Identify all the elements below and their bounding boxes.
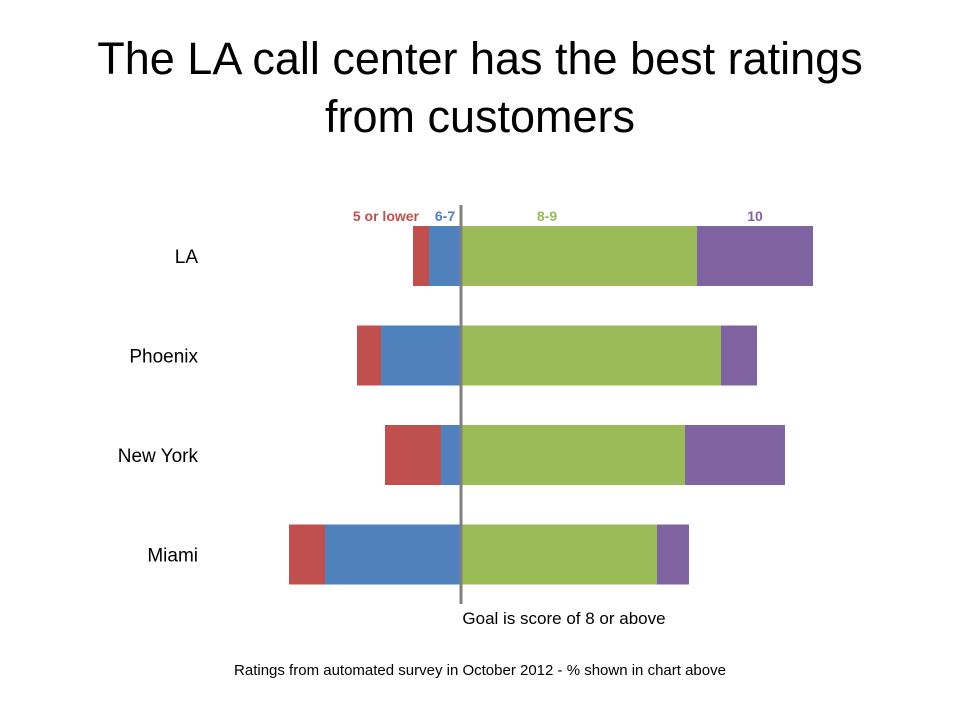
bar-la-6-7 [429, 226, 461, 286]
bar-miami-5-or-lower [289, 524, 325, 585]
bar-phoenix-10 [721, 325, 757, 386]
bar-miami-10 [657, 524, 689, 585]
bar-new-york-6-7 [441, 425, 461, 485]
slide-title: The LA call center has the best ratings … [0, 30, 960, 146]
category-label-miami: Miami [147, 546, 198, 567]
bar-la-5-or-lower [413, 226, 429, 286]
bar-miami-6-7 [325, 524, 461, 585]
bar-la-10 [697, 226, 813, 286]
footnote: Ratings from automated survey in October… [234, 662, 726, 679]
category-label-la: LA [175, 247, 199, 268]
bar-phoenix-6-7 [381, 325, 461, 386]
bar-new-york-8-9 [461, 425, 685, 485]
bar-phoenix-5-or-lower [357, 325, 381, 386]
bar-new-york-5-or-lower [385, 425, 441, 485]
bar-miami-8-9 [461, 524, 657, 585]
legend-label-10: 10 [747, 208, 763, 224]
category-label-phoenix: Phoenix [129, 347, 198, 368]
bar-la-8-9 [461, 226, 697, 286]
legend-label-6-7: 6-7 [435, 208, 455, 224]
category-label-new-york: New York [118, 446, 199, 467]
legend-label-5-or-lower: 5 or lower [353, 208, 420, 224]
bar-phoenix-8-9 [461, 325, 721, 386]
legend-label-8-9: 8-9 [537, 208, 557, 224]
title-line-2: from customers [324, 91, 636, 142]
goal-axis-label: Goal is score of 8 or above [462, 609, 665, 628]
title-line-1: The LA call center has the best ratings [97, 33, 863, 84]
bar-new-york-10 [685, 425, 785, 485]
